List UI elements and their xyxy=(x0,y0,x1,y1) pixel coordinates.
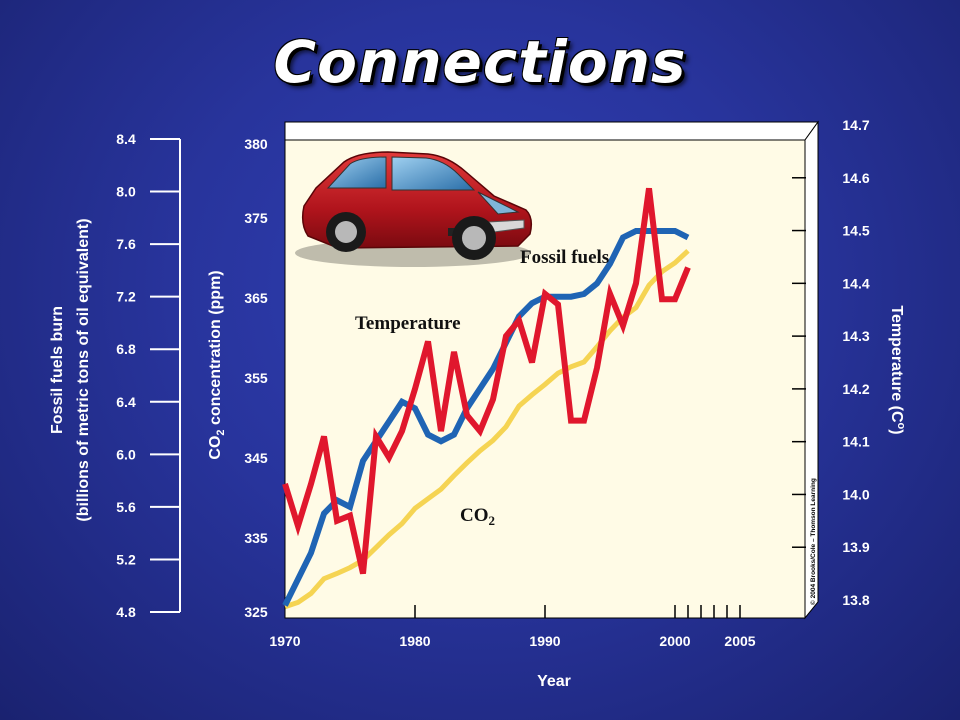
co2-axis-title-text: CO2 concentration (ppm) xyxy=(207,270,227,459)
right-tick-label: 13.8 xyxy=(842,592,869,608)
left-tick-label: 6.8 xyxy=(116,341,136,357)
x-tick-label: 1970 xyxy=(269,633,300,649)
tick-labels: 1970 1980 1990 2000 2005 8.4 8.0 7.6 7.2 6.8 6.4 6.… xyxy=(116,117,870,649)
right-tick-label: 14.3 xyxy=(842,328,869,344)
right-axis-title-main: Temperature (C xyxy=(888,305,905,423)
right-tick-label: 14.5 xyxy=(842,223,869,239)
co2-tick-label: 325 xyxy=(244,604,268,620)
right-axis-title-superscript: o xyxy=(895,423,907,430)
co2-tick-label: 365 xyxy=(244,290,268,306)
x-tick-label: 2000 xyxy=(659,633,690,649)
left-tick-label: 5.6 xyxy=(116,499,136,515)
co2-tick-label: 380 xyxy=(244,136,268,152)
co2-tick-label: 355 xyxy=(244,370,268,386)
copyright-credit: © 2004 Brooks/Cole – Thomson Learning xyxy=(809,478,817,605)
right-tick-label: 14.0 xyxy=(842,486,869,502)
series-layer xyxy=(282,187,691,610)
slide-title: Connections xyxy=(273,28,687,96)
left-axis xyxy=(150,138,181,613)
right-tick-label: 14.4 xyxy=(842,275,869,291)
left-tick-label: 7.6 xyxy=(116,236,136,252)
right-tick-label: 14.1 xyxy=(842,434,869,450)
co2-tick-label: 345 xyxy=(244,450,268,466)
annotation-co2-subscript: 2 xyxy=(489,513,496,528)
co2-axis-title-suffix: concentration (ppm) xyxy=(207,270,224,429)
co2-tick-label: 335 xyxy=(244,530,268,546)
x-axis-ticks xyxy=(414,605,741,618)
left-tick-label: 8.4 xyxy=(116,131,136,147)
annotation-fossil-fuels: Fossil fuels xyxy=(520,247,609,268)
left-axis-title: Fossil fuels burn (billions of metric to… xyxy=(49,218,92,521)
right-tick-label: 13.9 xyxy=(842,539,869,555)
annotation-co2-text: CO xyxy=(460,505,489,526)
x-axis-title: Year xyxy=(537,673,571,690)
left-tick-label: 7.2 xyxy=(116,289,136,305)
right-axis-title: Temperature (Co) xyxy=(888,305,907,434)
right-tick-label: 14.7 xyxy=(842,117,869,133)
series-line-temperature xyxy=(282,187,691,575)
car-illustration xyxy=(295,151,533,267)
x-tick-label: 2005 xyxy=(724,633,755,649)
left-tick-label: 6.4 xyxy=(116,394,136,410)
right-tick-label: 14.6 xyxy=(842,170,869,186)
co2-axis-title-prefix: CO xyxy=(207,436,224,460)
annotation-co2: CO2 xyxy=(460,505,495,528)
right-axis-title-end: ) xyxy=(888,429,905,434)
left-axis-title-line2: (billions of metric tons of oil equivale… xyxy=(75,218,92,521)
co2-axis-title: CO2 concentration (ppm) xyxy=(207,270,227,459)
left-axis-title-line1: Fossil fuels burn xyxy=(49,306,66,434)
left-tick-label: 5.2 xyxy=(116,551,136,567)
right-axis-title-text: Temperature (Co) xyxy=(888,305,907,434)
x-tick-label: 1980 xyxy=(399,633,430,649)
annotation-temperature: Temperature xyxy=(355,313,461,334)
left-tick-label: 6.0 xyxy=(116,446,136,462)
co2-tick-label: 375 xyxy=(244,210,268,226)
co2-axis-title-subscript: 2 xyxy=(215,429,227,435)
series-line-fossil xyxy=(282,228,690,607)
x-tick-label: 1990 xyxy=(529,633,560,649)
right-tick-label: 14.2 xyxy=(842,381,869,397)
right-axis-ticks xyxy=(792,177,806,548)
left-tick-label: 4.8 xyxy=(116,604,136,620)
left-tick-label: 8.0 xyxy=(116,184,136,200)
